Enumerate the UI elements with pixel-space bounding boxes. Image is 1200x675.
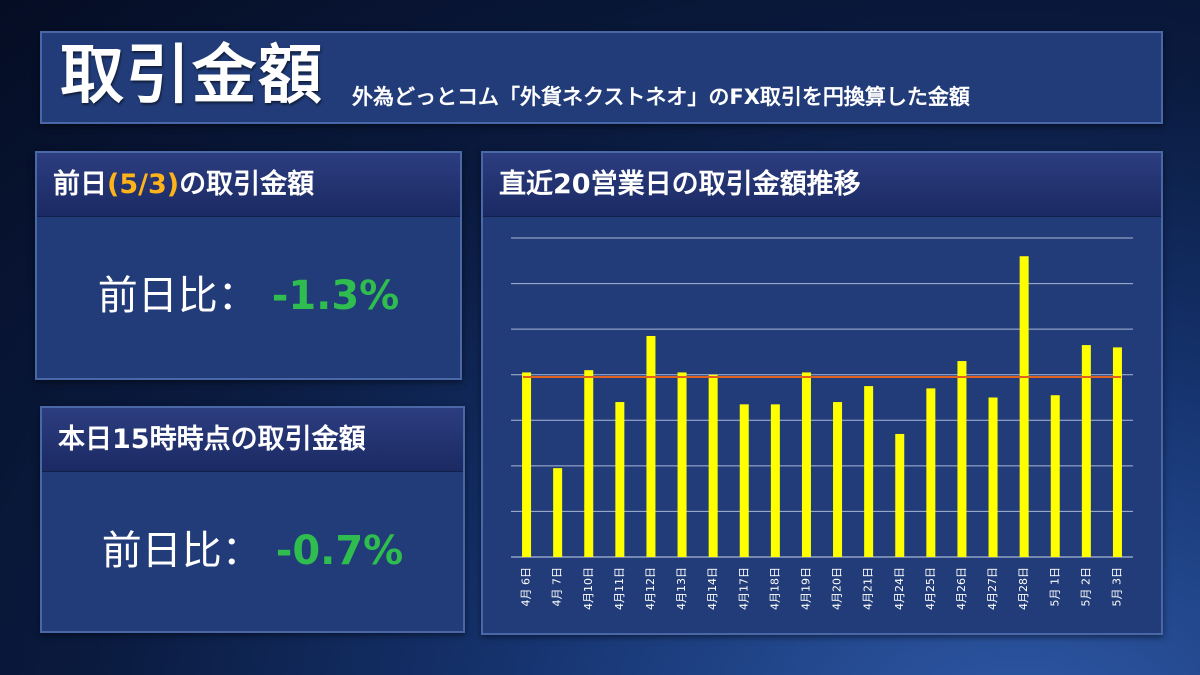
- today-change-value: -0.7%: [275, 528, 404, 574]
- x-tick-label: 4月21日: [862, 567, 875, 610]
- today-panel: 本日15時時点の取引金額 前日比： -0.7%: [40, 406, 465, 633]
- previous-day-change-value: -1.3%: [271, 273, 400, 319]
- page-title: 取引金額: [60, 39, 324, 113]
- x-tick-label: 5月 1日: [1048, 567, 1061, 607]
- x-tick-label: 4月26日: [955, 567, 968, 610]
- x-tick-label: 4月28日: [1017, 567, 1030, 610]
- x-tick-label: 4月19日: [799, 567, 812, 610]
- x-tick-label: 4月25日: [924, 567, 937, 610]
- previous-day-panel: 前日(5/3)の取引金額 前日比： -1.3%: [35, 151, 462, 380]
- bar: [864, 386, 874, 557]
- page-subtitle: 外為どっとコム「外貨ネクストネオ」のFX取引を円換算した金額: [352, 85, 970, 109]
- bar: [801, 372, 811, 557]
- x-tick-label: 4月14日: [706, 567, 719, 610]
- chart-header: 直近20営業日の取引金額推移: [483, 153, 1161, 217]
- bar: [553, 468, 563, 557]
- bar: [770, 404, 780, 557]
- today-header: 本日15時時点の取引金額: [42, 408, 463, 472]
- bar: [833, 402, 843, 557]
- bar: [1019, 256, 1029, 557]
- x-tick-label: 4月 7日: [551, 567, 564, 607]
- previous-day-change-label: 前日比：: [97, 273, 258, 319]
- bar: [1081, 345, 1091, 557]
- today-stat: 前日比： -0.7%: [42, 526, 463, 576]
- bar: [708, 374, 718, 557]
- chart-panel: 直近20営業日の取引金額推移 4月 6日 4月 7日 4月10日 4月11日 4月12日…: [481, 151, 1163, 635]
- x-tick-label: 4月18日: [768, 567, 781, 610]
- x-tick-label: 5月 3日: [1110, 567, 1123, 607]
- bar: [677, 372, 687, 557]
- bar: [895, 433, 905, 557]
- x-tick-label: 4月17日: [737, 567, 750, 610]
- previous-day-title-prefix: 前日: [53, 169, 107, 200]
- x-tick-label: 4月10日: [582, 567, 595, 610]
- bar: [988, 397, 998, 557]
- x-tick-label: 5月 2日: [1079, 567, 1092, 607]
- bar: [739, 404, 749, 557]
- x-tick-label: 4月 6日: [520, 567, 533, 607]
- chart-title: 直近20営業日の取引金額推移: [499, 169, 861, 200]
- x-tick-label: 4月20日: [831, 567, 844, 610]
- bar: [615, 402, 625, 557]
- bar: [1112, 347, 1122, 557]
- bar: [522, 372, 532, 557]
- bar: [1050, 395, 1060, 557]
- x-tick-label: 4月27日: [986, 567, 999, 610]
- title-panel: 取引金額 外為どっとコム「外貨ネクストネオ」のFX取引を円換算した金額: [40, 31, 1163, 124]
- x-tick-label: 4月24日: [893, 567, 906, 610]
- bar-chart: 4月 6日 4月 7日 4月10日 4月11日 4月12日 4月13日 4月14日 4月17日…: [511, 237, 1133, 610]
- previous-day-stat: 前日比： -1.3%: [37, 271, 460, 321]
- previous-day-header: 前日(5/3)の取引金額: [37, 153, 460, 217]
- previous-day-title-date: (5/3): [107, 169, 180, 200]
- previous-day-title: 前日(5/3)の取引金額: [53, 167, 314, 203]
- bar: [957, 361, 967, 557]
- bar: [926, 388, 936, 557]
- x-tick-label: 4月11日: [613, 567, 626, 610]
- x-tick-label: 4月12日: [644, 567, 657, 610]
- today-title: 本日15時時点の取引金額: [58, 424, 366, 455]
- x-tick-label: 4月13日: [675, 567, 688, 610]
- previous-day-title-suffix: の取引金額: [179, 169, 315, 200]
- bar: [646, 335, 656, 557]
- today-change-label: 前日比：: [101, 528, 262, 574]
- bar: [584, 370, 594, 557]
